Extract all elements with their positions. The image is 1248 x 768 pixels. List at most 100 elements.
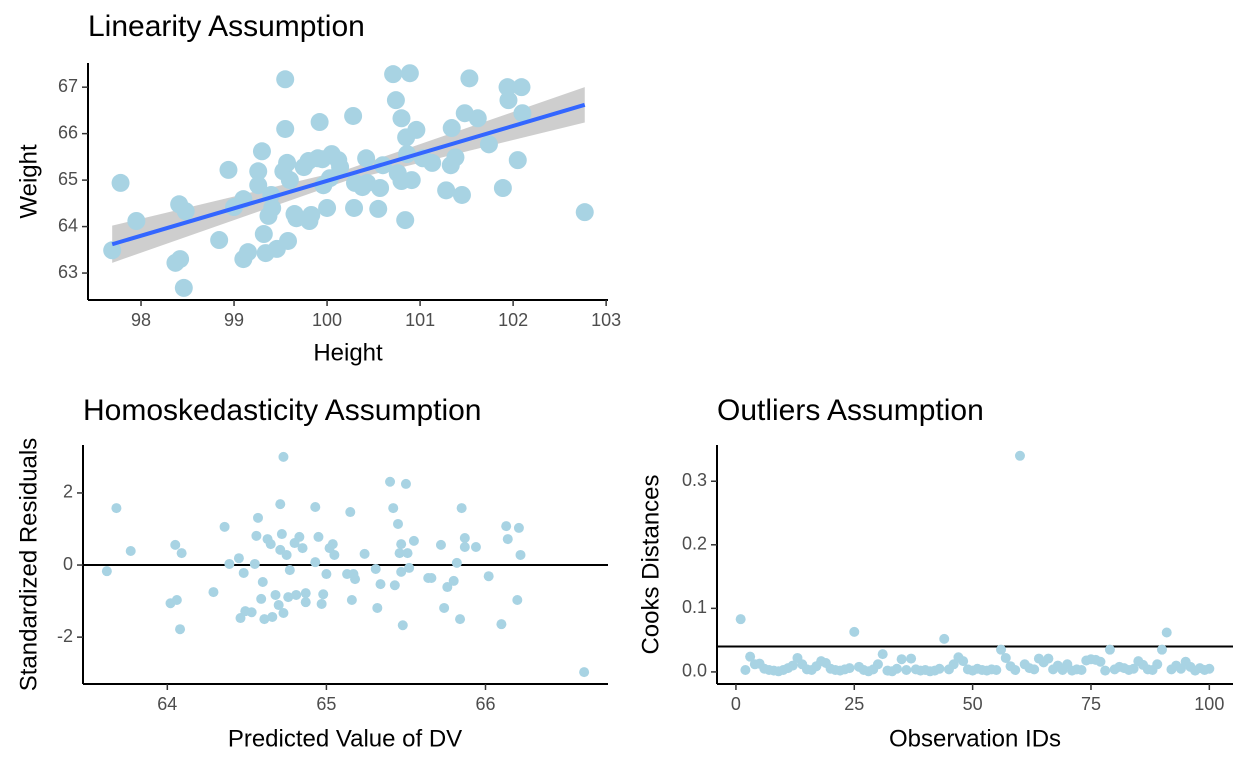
point (745, 651, 756, 662)
point (459, 533, 470, 544)
point (498, 78, 517, 97)
point (278, 607, 289, 618)
point (787, 660, 798, 671)
point (579, 667, 590, 678)
point (280, 171, 299, 190)
point (318, 198, 337, 217)
point (451, 557, 462, 568)
point (1014, 450, 1025, 461)
x-tick-label: 64 (157, 694, 177, 714)
point (515, 549, 526, 560)
point (170, 539, 181, 550)
y-tick-label: 67 (58, 76, 78, 96)
point (281, 549, 292, 560)
point (460, 69, 479, 88)
x-tick-label: 103 (591, 310, 621, 330)
point (310, 113, 329, 132)
x-tick-label: 25 (844, 694, 864, 714)
x-tick-label: 102 (498, 310, 528, 330)
point (396, 211, 415, 230)
point (310, 502, 321, 513)
point (300, 597, 311, 608)
x-tick-label: 50 (963, 694, 983, 714)
point (171, 250, 190, 269)
point (111, 503, 122, 514)
point (278, 153, 297, 172)
point (369, 199, 388, 218)
y-tick-label: 2 (63, 482, 73, 502)
point (442, 582, 453, 593)
point (891, 663, 902, 674)
point (175, 624, 186, 635)
point (446, 148, 465, 167)
point (257, 576, 268, 587)
point (452, 185, 471, 204)
point (435, 539, 446, 550)
point (224, 558, 235, 569)
point (174, 278, 193, 297)
point (502, 534, 513, 545)
point (359, 548, 370, 559)
x-tick-label: 98 (131, 310, 151, 330)
point (318, 589, 329, 600)
point (396, 566, 407, 577)
point (396, 539, 407, 550)
point (493, 179, 512, 198)
point (513, 104, 532, 123)
x-axis-title: Observation IDs (889, 725, 1061, 752)
panel: Linearity Assumption Height Weight 98 99 100 1… (15, 10, 621, 366)
point (459, 542, 470, 553)
point (1000, 652, 1011, 663)
panel-title: Homoskedasticity Assumption (83, 394, 482, 427)
x-tick-label: 0 (731, 694, 741, 714)
point (256, 593, 267, 604)
point (346, 595, 357, 606)
point (1104, 644, 1115, 655)
point (283, 592, 294, 603)
point (1156, 644, 1167, 655)
x-tick-label: 100 (1194, 694, 1224, 714)
y-tick-label: -2 (57, 626, 73, 646)
point (1095, 656, 1106, 667)
point (906, 653, 917, 664)
point (389, 580, 400, 591)
point (872, 659, 883, 670)
point (208, 587, 219, 598)
point (344, 106, 363, 125)
point (263, 198, 282, 217)
point (423, 153, 442, 172)
point (321, 569, 332, 580)
point (1100, 665, 1111, 676)
x-tick-label: 101 (405, 310, 435, 330)
point (575, 203, 594, 222)
point (1175, 663, 1186, 674)
point (176, 548, 187, 559)
point (252, 142, 271, 161)
point (456, 503, 467, 514)
point (302, 205, 321, 224)
point (375, 579, 386, 590)
point (735, 614, 746, 625)
point (310, 557, 321, 568)
point (388, 503, 399, 514)
point (1029, 664, 1040, 675)
x-axis-title: Predicted Value of DV (228, 725, 462, 752)
point (291, 589, 302, 600)
point (111, 173, 130, 192)
point (329, 549, 340, 560)
panel-title: Linearity Assumption (88, 10, 365, 43)
y-tick-label: 0.0 (682, 661, 707, 681)
x-tick-label: 66 (475, 694, 495, 714)
point (273, 600, 284, 611)
point (313, 531, 324, 542)
point (948, 659, 959, 670)
point (402, 548, 413, 559)
point (371, 179, 390, 198)
point (1043, 653, 1054, 664)
y-axis-title: Standardized Residuals (15, 438, 42, 692)
point (393, 518, 403, 529)
point (259, 614, 270, 625)
y-tick-label: 0.1 (682, 597, 707, 617)
point (1161, 627, 1172, 638)
